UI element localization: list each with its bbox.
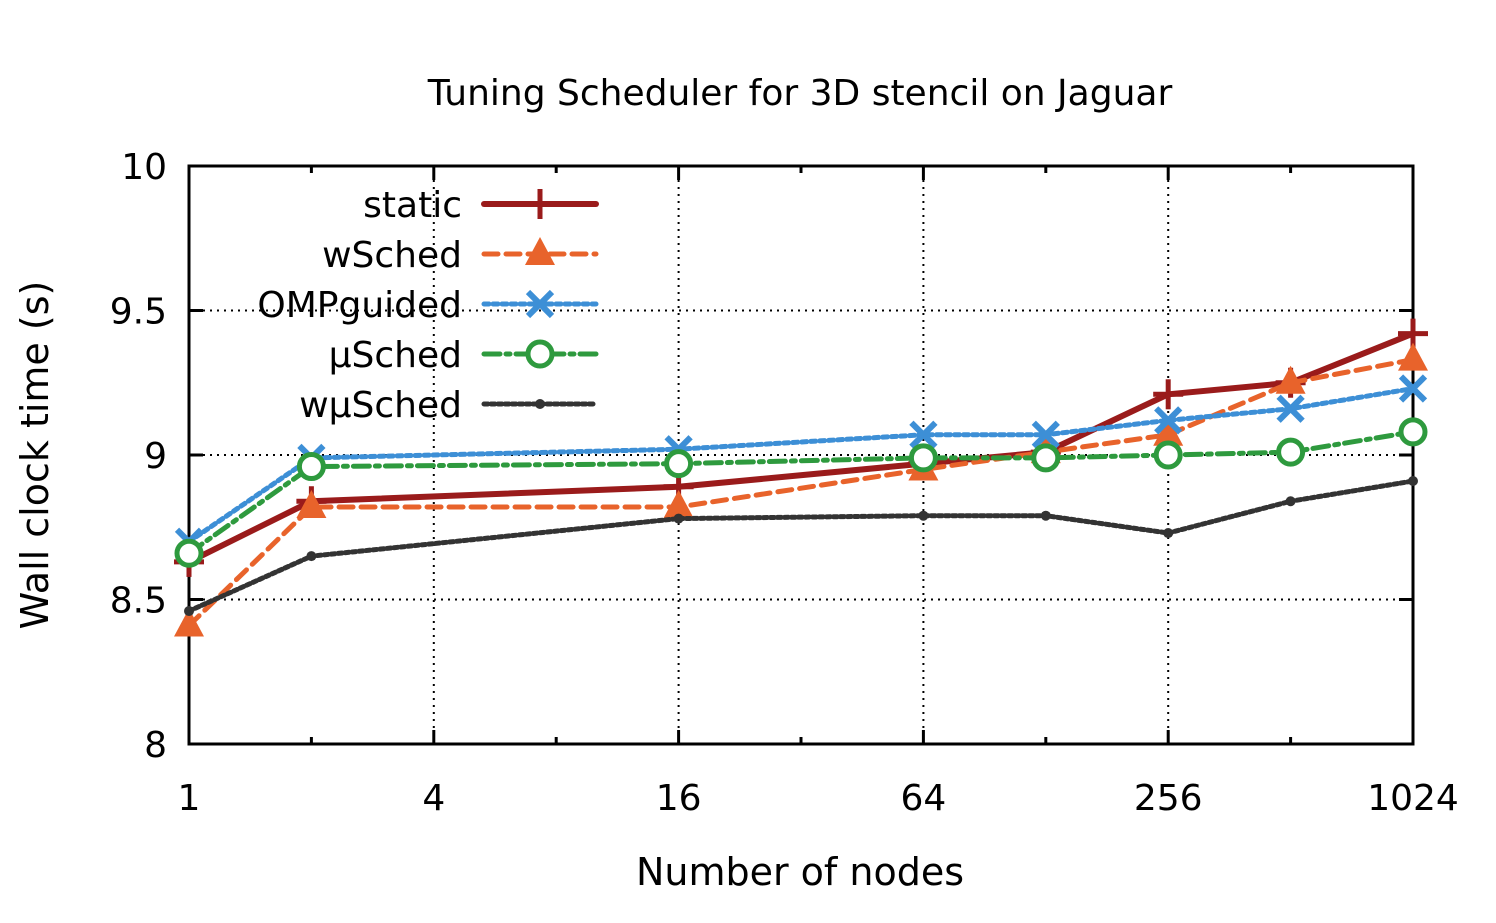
legend-entry: OMPguided (257, 285, 599, 326)
data-point (174, 608, 204, 637)
x-axis-ticks: 1 4 16 64 256 1024 (178, 166, 1459, 819)
legend-entry: static (363, 185, 599, 226)
y-tick-label: 8 (144, 725, 167, 766)
series-line (186, 478, 1416, 614)
x-tick-label: 1 (178, 778, 201, 819)
x-tick-label: 64 (900, 778, 946, 819)
y-tick-label: 8.5 (110, 581, 167, 622)
data-point (908, 443, 938, 473)
data-point (1031, 443, 1061, 473)
data-point (306, 551, 317, 562)
data-point (525, 339, 555, 369)
series-wSched (174, 342, 1428, 637)
legend-label: wµSched (299, 385, 462, 426)
data-point (918, 510, 929, 521)
y-tick-label: 10 (121, 147, 167, 188)
data-point (535, 399, 545, 409)
legend-entry: wµSched (299, 385, 599, 426)
data-point (525, 289, 555, 319)
data-point (909, 420, 938, 449)
legend-label: static (363, 185, 462, 226)
data-point (296, 490, 327, 519)
data-point (1276, 437, 1306, 467)
data-point (1153, 440, 1183, 470)
data-point (1153, 379, 1184, 410)
y-tick-label: 9.5 (110, 292, 167, 333)
y-tick-label: 9 (144, 436, 167, 477)
data-point (1163, 528, 1174, 539)
data-point (1276, 394, 1305, 423)
data-point (525, 237, 555, 265)
data-point (296, 452, 326, 482)
legend: static wSched OMPguided µSched wµSched (257, 185, 599, 426)
x-axis-label: Number of nodes (636, 850, 964, 894)
data-point (664, 449, 694, 479)
data-point (1153, 417, 1184, 446)
data-point (1398, 374, 1428, 403)
series-lines (174, 318, 1428, 637)
series-wµSched (184, 476, 1418, 617)
chart-title: Tuning Scheduler for 3D stencil on Jagua… (427, 73, 1173, 114)
legend-label: OMPguided (257, 285, 462, 326)
legend-entry: µSched (329, 335, 599, 376)
series-line (186, 386, 1416, 545)
data-point (1031, 420, 1060, 449)
data-point (1408, 476, 1418, 487)
legend-label: wSched (322, 235, 462, 276)
data-point (1285, 496, 1296, 507)
data-point (673, 513, 684, 524)
data-point (1275, 365, 1306, 394)
data-point (663, 490, 694, 519)
legend-entry: wSched (322, 235, 599, 276)
data-point (184, 606, 194, 617)
legend-label: µSched (329, 335, 462, 376)
data-point (174, 538, 204, 568)
data-point (1398, 342, 1428, 371)
data-point (1154, 406, 1183, 435)
data-point (1398, 417, 1428, 447)
x-tick-label: 4 (422, 778, 445, 819)
x-tick-label: 1024 (1367, 778, 1459, 819)
series-line (186, 357, 1416, 629)
data-point (525, 189, 555, 219)
y-axis-ticks: 8 8.5 9 9.5 10 (110, 147, 1413, 766)
data-point (1040, 510, 1051, 521)
y-axis-label: Wall clock time (s) (13, 281, 57, 630)
series-µSched (174, 417, 1428, 568)
x-tick-label: 256 (1134, 778, 1203, 819)
x-tick-label: 16 (656, 778, 702, 819)
series-line (186, 429, 1416, 556)
